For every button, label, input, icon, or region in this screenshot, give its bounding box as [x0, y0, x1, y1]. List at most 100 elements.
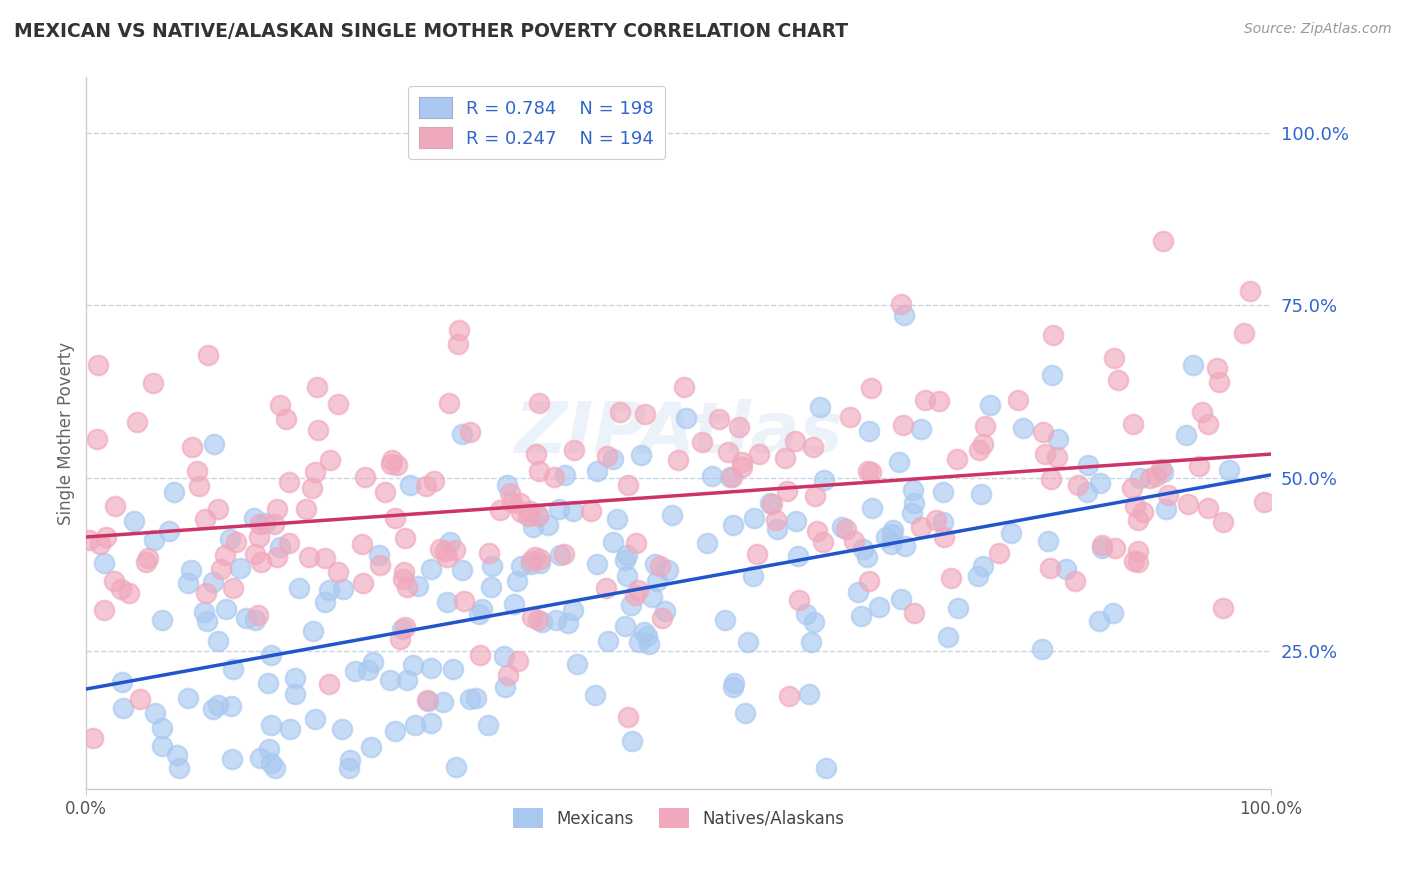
Point: [384, 510, 406, 524]
Point: [859, 380, 882, 394]
Point: [352, 537, 374, 551]
Point: [1088, 614, 1111, 628]
Point: [395, 580, 418, 594]
Point: [1090, 538, 1112, 552]
Point: [529, 557, 551, 571]
Point: [103, 574, 125, 588]
Point: [1197, 417, 1219, 432]
Point: [284, 672, 307, 686]
Point: [526, 613, 548, 627]
Point: [803, 489, 825, 503]
Point: [352, 576, 374, 591]
Point: [972, 437, 994, 451]
Point: [1102, 351, 1125, 365]
Point: [633, 624, 655, 639]
Point: [423, 474, 446, 488]
Point: [860, 500, 883, 515]
Point: [437, 395, 460, 409]
Point: [396, 673, 419, 687]
Point: [143, 533, 166, 547]
Point: [221, 752, 243, 766]
Point: [318, 582, 340, 597]
Point: [946, 451, 969, 466]
Point: [543, 470, 565, 484]
Point: [1188, 458, 1211, 473]
Point: [319, 453, 342, 467]
Point: [441, 662, 464, 676]
Point: [509, 495, 531, 509]
Point: [623, 589, 645, 603]
Point: [657, 563, 679, 577]
Point: [446, 760, 468, 774]
Point: [849, 608, 872, 623]
Point: [195, 614, 218, 628]
Point: [1054, 562, 1077, 576]
Point: [787, 549, 810, 563]
Point: [468, 607, 491, 621]
Point: [1064, 574, 1087, 589]
Point: [520, 610, 543, 624]
Point: [434, 544, 457, 558]
Point: [748, 448, 770, 462]
Point: [118, 586, 141, 600]
Point: [419, 715, 441, 730]
Point: [274, 411, 297, 425]
Point: [169, 762, 191, 776]
Point: [420, 661, 443, 675]
Point: [855, 550, 877, 565]
Point: [496, 478, 519, 492]
Point: [1123, 499, 1146, 513]
Point: [314, 595, 336, 609]
Point: [314, 550, 336, 565]
Point: [394, 531, 416, 545]
Point: [432, 695, 454, 709]
Point: [537, 518, 560, 533]
Point: [640, 591, 662, 605]
Point: [304, 465, 326, 479]
Point: [856, 464, 879, 478]
Point: [1156, 501, 1178, 516]
Point: [519, 504, 541, 518]
Point: [1032, 425, 1054, 439]
Point: [1107, 373, 1129, 387]
Point: [858, 425, 880, 439]
Point: [429, 541, 451, 556]
Point: [408, 579, 430, 593]
Point: [477, 718, 499, 732]
Point: [831, 520, 853, 534]
Point: [177, 690, 200, 705]
Point: [617, 478, 640, 492]
Point: [602, 534, 624, 549]
Point: [418, 693, 440, 707]
Point: [1197, 500, 1219, 515]
Point: [510, 558, 533, 573]
Point: [903, 495, 925, 509]
Point: [520, 553, 543, 567]
Point: [392, 572, 415, 586]
Point: [136, 551, 159, 566]
Point: [967, 569, 990, 583]
Point: [527, 464, 550, 478]
Point: [263, 762, 285, 776]
Point: [481, 558, 503, 573]
Point: [269, 540, 291, 554]
Point: [354, 469, 377, 483]
Point: [1129, 471, 1152, 485]
Point: [305, 380, 328, 394]
Point: [666, 452, 689, 467]
Point: [378, 673, 401, 688]
Point: [176, 575, 198, 590]
Point: [731, 460, 754, 475]
Point: [398, 478, 420, 492]
Point: [585, 557, 607, 571]
Point: [565, 657, 588, 671]
Point: [332, 582, 354, 596]
Point: [527, 509, 550, 524]
Point: [727, 419, 749, 434]
Point: [1090, 541, 1112, 555]
Point: [718, 470, 741, 484]
Point: [1031, 642, 1053, 657]
Point: [221, 699, 243, 714]
Point: [875, 530, 897, 544]
Point: [972, 558, 994, 573]
